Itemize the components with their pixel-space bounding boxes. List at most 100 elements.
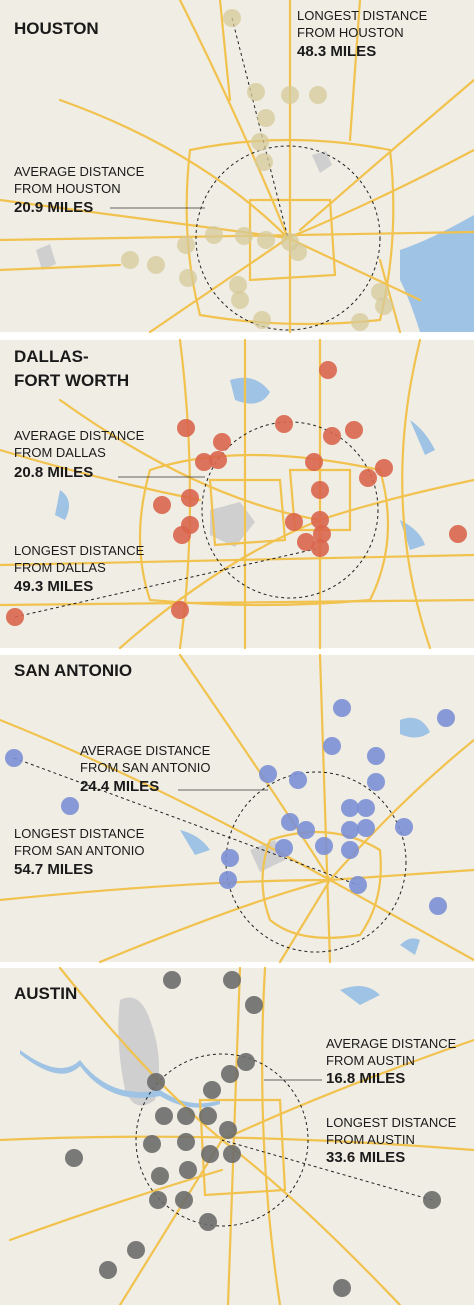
location-dot (223, 9, 241, 27)
location-dot (153, 496, 171, 514)
location-dot (177, 236, 195, 254)
city-title: FORT WORTH (14, 371, 129, 390)
location-dot (429, 897, 447, 915)
location-dot (179, 1161, 197, 1179)
location-dot (229, 276, 247, 294)
longest-label: FROM SAN ANTONIO (14, 843, 145, 858)
location-dot (121, 251, 139, 269)
location-dot (177, 1107, 195, 1125)
average-value: 24.4 MILES (80, 778, 159, 795)
location-dot (297, 533, 315, 551)
location-dot (311, 511, 329, 529)
radius-circle (195, 145, 381, 331)
longest-line (14, 547, 321, 618)
average-label: FROM HOUSTON (14, 181, 121, 196)
location-dot (323, 737, 341, 755)
location-dot (6, 608, 24, 626)
average-label: AVERAGE DISTANCE (14, 428, 145, 443)
location-dot (323, 427, 341, 445)
location-dot (251, 133, 269, 151)
map-panel (0, 655, 474, 962)
location-dot (201, 1145, 219, 1163)
location-dot (257, 231, 275, 249)
average-label: FROM SAN ANTONIO (80, 760, 211, 775)
location-dot (305, 453, 323, 471)
average-label: FROM DALLAS (14, 445, 106, 460)
location-dot (221, 1065, 239, 1083)
location-dot (199, 1107, 217, 1125)
city-title: HOUSTON (14, 19, 99, 38)
average-value: 20.9 MILES (14, 199, 93, 216)
average-value: 16.8 MILES (326, 1070, 405, 1087)
location-dot (351, 313, 369, 331)
location-dot (213, 433, 231, 451)
location-dot (247, 83, 265, 101)
longest-label: LONGEST DISTANCE (14, 543, 145, 558)
location-dot (375, 459, 393, 477)
location-dot (367, 747, 385, 765)
location-dot (281, 813, 299, 831)
location-dot (203, 1081, 221, 1099)
location-dot (255, 153, 273, 171)
base-map (0, 0, 474, 334)
longest-label: LONGEST DISTANCE (14, 826, 145, 841)
location-dot (449, 525, 467, 543)
city-title: SAN ANTONIO (14, 661, 132, 680)
location-dot (205, 226, 223, 244)
location-dot (61, 797, 79, 815)
location-dot (345, 421, 363, 439)
location-dot (231, 291, 249, 309)
longest-value: 54.7 MILES (14, 861, 93, 878)
location-dot (177, 1133, 195, 1151)
location-dot (341, 821, 359, 839)
location-dot (199, 1213, 217, 1231)
location-dot (375, 297, 393, 315)
average-label: AVERAGE DISTANCE (326, 1036, 457, 1051)
location-dot (147, 1073, 165, 1091)
average-value: 20.8 MILES (14, 464, 93, 481)
location-dot (155, 1107, 173, 1125)
location-dot (147, 256, 165, 274)
location-dot (257, 109, 275, 127)
location-dot (423, 1191, 441, 1209)
location-dot (171, 601, 189, 619)
location-dot (181, 489, 199, 507)
longest-line (13, 757, 359, 886)
location-dot (151, 1167, 169, 1185)
location-dot (333, 699, 351, 717)
location-dot (341, 799, 359, 817)
location-dot (341, 841, 359, 859)
longest-label: LONGEST DISTANCE (326, 1115, 457, 1130)
location-dot (209, 451, 227, 469)
location-dot (237, 1053, 255, 1071)
location-dot (99, 1261, 117, 1279)
location-dot (127, 1241, 145, 1259)
average-label: FROM AUSTIN (326, 1053, 415, 1068)
location-dot (253, 311, 271, 329)
location-dot (163, 971, 181, 989)
city-title: AUSTIN (14, 984, 77, 1003)
longest-value: 49.3 MILES (14, 578, 93, 595)
location-dot (289, 771, 307, 789)
location-dot (357, 799, 375, 817)
location-dot (175, 1191, 193, 1209)
longest-line (231, 17, 289, 239)
location-dot (285, 513, 303, 531)
location-dot (177, 419, 195, 437)
location-dot (223, 971, 241, 989)
location-dot (219, 1121, 237, 1139)
location-dot (311, 539, 329, 557)
location-dot (357, 819, 375, 837)
location-dot (195, 453, 213, 471)
longest-value: 33.6 MILES (326, 1149, 405, 1166)
location-dot (235, 227, 253, 245)
location-dot (259, 765, 277, 783)
location-dot (297, 821, 315, 839)
location-dot (149, 1191, 167, 1209)
location-dot (309, 86, 327, 104)
location-dot (281, 86, 299, 104)
average-label: AVERAGE DISTANCE (14, 164, 145, 179)
location-dot (349, 876, 367, 894)
location-dot (371, 283, 389, 301)
